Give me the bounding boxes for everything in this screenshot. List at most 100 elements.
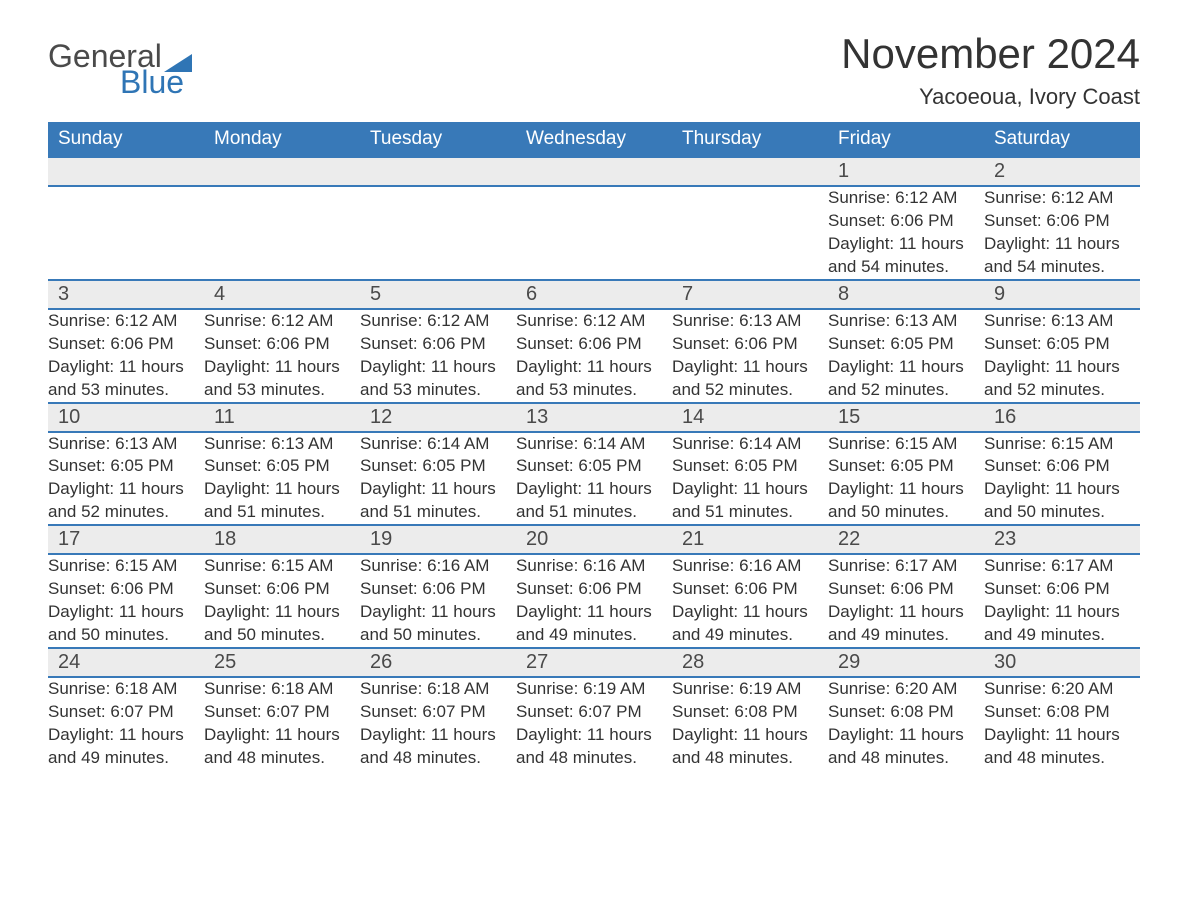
day-cell: 17 [48, 525, 204, 554]
sunset-text: Sunset: 6:05 PM [984, 333, 1140, 356]
sunrise-text: Sunrise: 6:13 AM [984, 310, 1140, 333]
day-detail: Sunrise: 6:18 AMSunset: 6:07 PMDaylight:… [360, 678, 516, 770]
day-number: 13 [516, 404, 672, 431]
sunrise-text: Sunrise: 6:13 AM [48, 433, 204, 456]
day-number: 19 [360, 526, 516, 553]
day-cell: 8 [828, 280, 984, 309]
day-cell: 10 [48, 403, 204, 432]
daylight-text: Daylight: 11 hours and 48 minutes. [360, 724, 516, 770]
day-number: 24 [48, 649, 204, 676]
day-cell: 4 [204, 280, 360, 309]
day-cell: 2 [984, 157, 1140, 186]
day-cell: 28 [672, 648, 828, 677]
col-monday: Monday [204, 122, 360, 157]
day-number: 3 [48, 281, 204, 308]
day-number: 5 [360, 281, 516, 308]
daylight-text: Daylight: 11 hours and 52 minutes. [48, 478, 204, 524]
week-detail-row: Sunrise: 6:15 AM Sunset: 6:06 PMDaylight:… [48, 554, 1140, 648]
col-thursday: Thursday [672, 122, 828, 157]
day-number: 17 [48, 526, 204, 553]
day-number: 26 [360, 649, 516, 676]
sunset-text: Sunset: 6:06 PM [828, 578, 984, 601]
daylight-text: Daylight: 11 hours and 48 minutes. [516, 724, 672, 770]
day-number: 2 [984, 158, 1140, 185]
sunrise-text: Sunrise: 6:19 AM [516, 678, 672, 701]
sunset-text: Sunset: 6:06 PM [360, 333, 516, 356]
page-subtitle: Yacoeoua, Ivory Coast [841, 84, 1140, 110]
day-detail-cell: Sunrise: 6:14 AMSunset: 6:05 PMDaylight:… [516, 432, 672, 526]
day-number: 14 [672, 404, 828, 431]
day-detail: Sunrise: 6:19 AMSunset: 6:07 PMDaylight:… [516, 678, 672, 770]
day-cell: 6 [516, 280, 672, 309]
daylight-text: Daylight: 11 hours and 51 minutes. [204, 478, 360, 524]
header: General Blue November 2024 Yacoeoua, Ivo… [48, 30, 1140, 110]
day-detail: Sunrise: 6:13 AMSunset: 6:05 PMDaylight:… [984, 310, 1140, 402]
sunset-text: Sunset: 6:06 PM [984, 578, 1140, 601]
logo: General Blue [48, 30, 192, 98]
day-cell: 18 [204, 525, 360, 554]
col-friday: Friday [828, 122, 984, 157]
day-detail-cell: Sunrise: 6:12 AMSunset: 6:06 PMDaylight:… [360, 309, 516, 403]
day-number: 21 [672, 526, 828, 553]
sunrise-text: Sunrise: 6:16 AM [516, 555, 672, 578]
sunrise-text: Sunrise: 6:16 AM [672, 555, 828, 578]
sunset-text: Sunset: 6:06 PM [984, 210, 1140, 233]
day-cell: 26 [360, 648, 516, 677]
day-number: 22 [828, 526, 984, 553]
sunrise-text: Sunrise: 6:15 AM [828, 433, 984, 456]
day-cell: 25 [204, 648, 360, 677]
day-detail: Sunrise: 6:16 AMSunset: 6:06 PMDaylight:… [516, 555, 672, 647]
sunset-text: Sunset: 6:06 PM [672, 333, 828, 356]
day-detail-cell: Sunrise: 6:20 AMSunset: 6:08 PMDaylight:… [828, 677, 984, 770]
day-cell: 20 [516, 525, 672, 554]
day-cell: 23 [984, 525, 1140, 554]
daylight-text: Daylight: 11 hours and 49 minutes. [984, 601, 1140, 647]
sunset-text: Sunset: 6:05 PM [360, 455, 516, 478]
daylight-text: Daylight: 11 hours and 48 minutes. [984, 724, 1140, 770]
day-cell: 3 [48, 280, 204, 309]
daylight-text: Daylight: 11 hours and 50 minutes. [828, 478, 984, 524]
weekday-header-row: Sunday Monday Tuesday Wednesday Thursday… [48, 122, 1140, 157]
daylight-text: Daylight: 11 hours and 53 minutes. [204, 356, 360, 402]
day-cell: 22 [828, 525, 984, 554]
day-number [204, 158, 360, 184]
sunrise-text: Sunrise: 6:14 AM [672, 433, 828, 456]
day-number: 15 [828, 404, 984, 431]
day-detail: Sunrise: 6:15 AMSunset: 6:05 PMDaylight:… [828, 433, 984, 525]
day-number: 23 [984, 526, 1140, 553]
week-detail-row: Sunrise: 6:12 AMSunset: 6:06 PMDaylight:… [48, 309, 1140, 403]
day-number: 4 [204, 281, 360, 308]
day-detail-cell [360, 186, 516, 280]
day-cell: 30 [984, 648, 1140, 677]
day-number: 10 [48, 404, 204, 431]
week-daynum-row: 12 [48, 157, 1140, 186]
day-detail-cell: Sunrise: 6:19 AMSunset: 6:07 PMDaylight:… [516, 677, 672, 770]
sunrise-text: Sunrise: 6:12 AM [204, 310, 360, 333]
daylight-text: Daylight: 11 hours and 54 minutes. [828, 233, 984, 279]
sunrise-text: Sunrise: 6:15 AM [204, 555, 360, 578]
page-title: November 2024 [841, 30, 1140, 78]
daylight-text: Daylight: 11 hours and 51 minutes. [360, 478, 516, 524]
day-detail-cell: Sunrise: 6:13 AMSunset: 6:05 PMDaylight:… [984, 309, 1140, 403]
day-number: 9 [984, 281, 1140, 308]
day-detail-cell: Sunrise: 6:15 AMSunset: 6:06 PMDaylight:… [984, 432, 1140, 526]
daylight-text: Daylight: 11 hours and 52 minutes. [984, 356, 1140, 402]
day-number: 29 [828, 649, 984, 676]
day-detail: Sunrise: 6:12 AMSunset: 6:06 PMDaylight:… [204, 310, 360, 402]
day-cell: 5 [360, 280, 516, 309]
sunset-text: Sunset: 6:07 PM [48, 701, 204, 724]
sunset-text: Sunset: 6:06 PM [204, 333, 360, 356]
sunrise-text: Sunrise: 6:12 AM [984, 187, 1140, 210]
day-detail: Sunrise: 6:15 AMSunset: 6:06 PMDaylight:… [48, 555, 204, 647]
daylight-text: Daylight: 11 hours and 48 minutes. [672, 724, 828, 770]
sunrise-text: Sunrise: 6:17 AM [984, 555, 1140, 578]
daylight-text: Daylight: 11 hours and 49 minutes. [828, 601, 984, 647]
sunset-text: Sunset: 6:05 PM [48, 455, 204, 478]
day-number: 30 [984, 649, 1140, 676]
day-detail: Sunrise: 6:14 AMSunset: 6:05 PMDaylight:… [672, 433, 828, 525]
day-number: 6 [516, 281, 672, 308]
day-number: 1 [828, 158, 984, 185]
daylight-text: Daylight: 11 hours and 51 minutes. [516, 478, 672, 524]
sunset-text: Sunset: 6:07 PM [516, 701, 672, 724]
day-cell: 15 [828, 403, 984, 432]
